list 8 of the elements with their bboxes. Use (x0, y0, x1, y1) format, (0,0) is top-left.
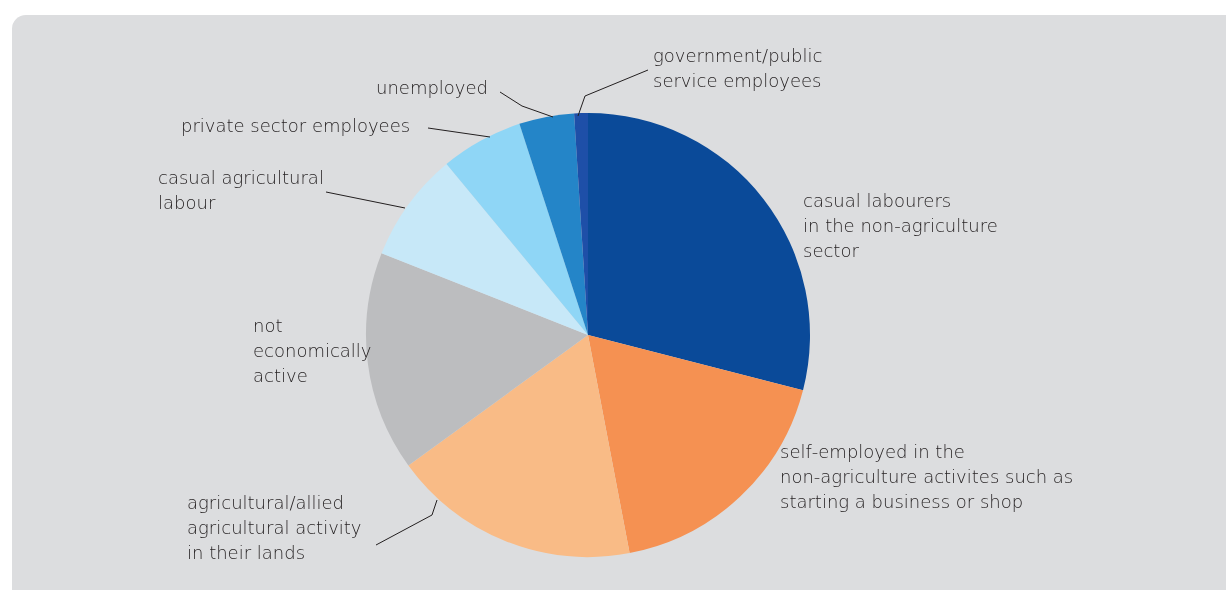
slice-label: casual labourers in the non-agriculture sector (803, 189, 998, 261)
slice-label: casual agricultural labour (158, 166, 324, 213)
slice-label: private sector employees (181, 114, 411, 136)
slice-label: not economically active (253, 314, 372, 386)
slice-label: unemployed (376, 76, 489, 98)
slice-label: government/public service employees (653, 44, 823, 91)
slice-label: self-employed in the non-agriculture activites such as starting a business or shop (780, 440, 1074, 512)
slice-label: agricultural/allied agricultural activity in their lands (187, 491, 362, 563)
